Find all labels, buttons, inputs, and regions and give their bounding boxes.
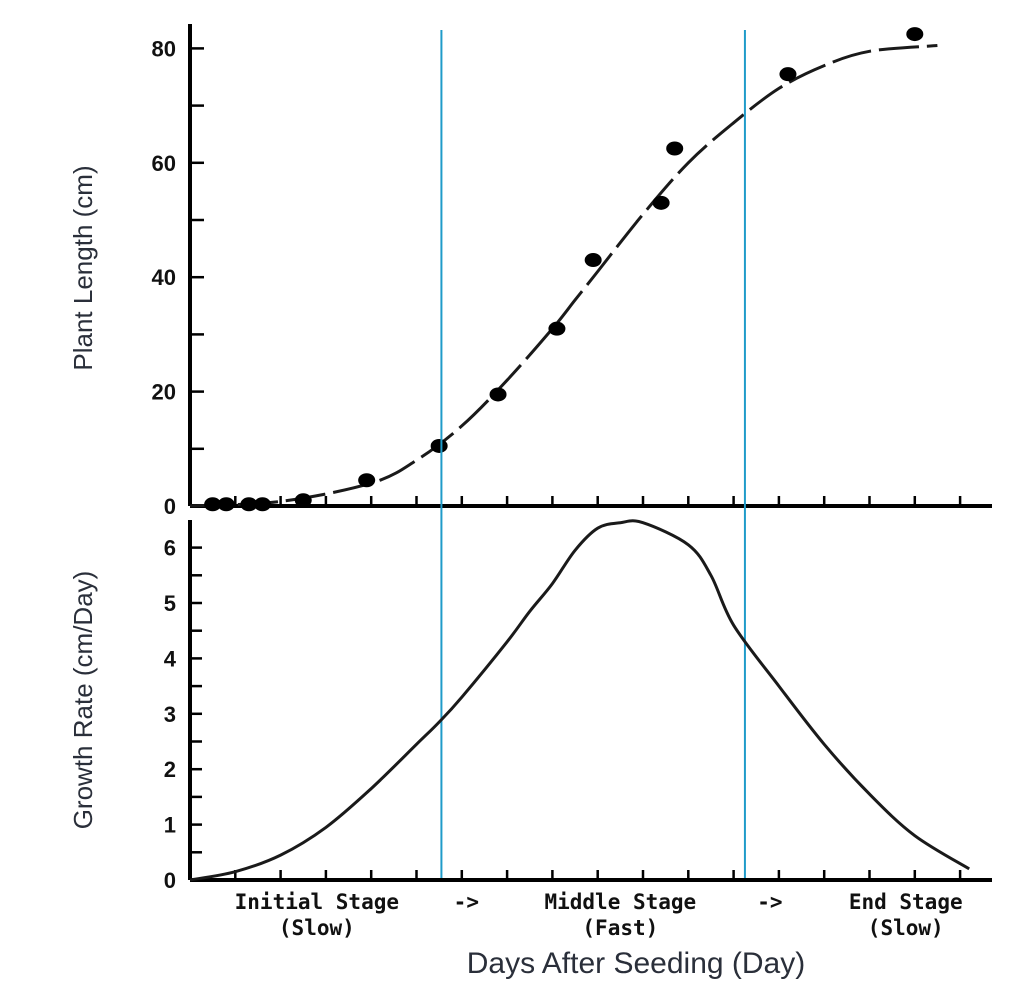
top-y-tick-label: 40 [152,265,176,290]
top-y-tick-label: 0 [164,494,176,519]
bottom-y-tick-label: 6 [164,536,176,561]
top-y-tick-label: 60 [152,151,176,176]
data-point [253,497,271,512]
data-point [779,67,797,82]
x-tick-label: End Stage [849,890,963,914]
x-tick-label: Middle Stage [544,890,696,914]
data-point [217,497,235,512]
x-tick-label: -> [757,890,782,914]
data-point [204,497,222,512]
top-y-tick-label: 20 [152,380,176,405]
data-point [294,493,312,508]
plant-length-axis-label: Plant Length (cm) [68,165,98,370]
bottom-y-tick-label: 5 [164,591,176,616]
top-y-tick-label: 80 [152,36,176,61]
data-point [584,253,602,268]
fitted-length-curve [189,44,938,508]
data-point [906,27,924,42]
x-axis-title: Days After Seeding (Day) [467,947,805,980]
bottom-y-tick-label: 3 [164,702,176,727]
bottom-y-tick-label: 1 [164,813,176,838]
growth-rate-panel: 0 1 2 3 4 5 6 [164,30,992,893]
data-point [652,195,670,210]
growth-rate-axis-label: Growth Rate (cm/Day) [68,571,98,830]
bottom-y-tick-label: 2 [164,757,176,782]
x-tick-label: (Slow) [868,916,944,940]
x-tick-label: -> [454,890,479,914]
data-point [489,387,507,402]
bottom-y-tick-label: 0 [164,868,176,893]
data-point [358,473,376,488]
plant-length-panel: 0 20 40 60 80 [152,24,992,519]
bottom-y-tick-label: 4 [164,646,177,671]
x-tick-label: (Slow) [279,916,355,940]
data-point [548,321,566,336]
growth-rate-curve [189,519,970,882]
x-tick-label: Initial Stage [235,890,399,914]
x-axis-labels: Initial Stage(Slow)-> Middle Stage(Fast)-… [235,890,963,940]
data-point [666,141,684,156]
x-tick-label: (Fast) [582,916,658,940]
data-point [240,497,258,512]
data-point [430,438,448,453]
